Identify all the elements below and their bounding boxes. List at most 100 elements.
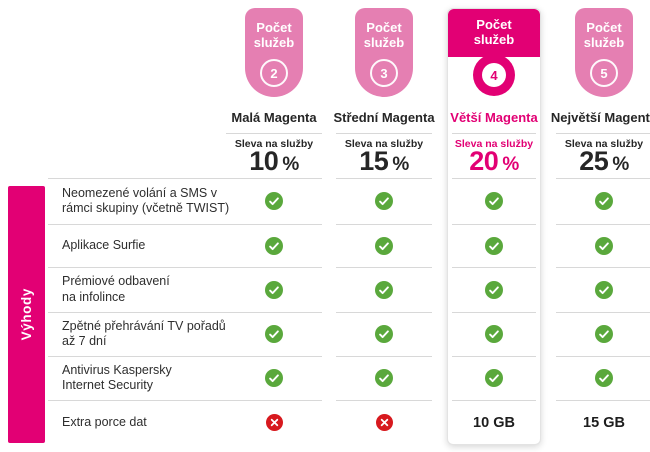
plan-badge	[448, 9, 540, 57]
plan-name: Střední Magenta	[333, 109, 435, 125]
plan-badge: Počet služeb 3	[355, 8, 413, 97]
services-count-circle: 3	[370, 59, 398, 87]
discount-label: Sleva na služby	[454, 137, 534, 150]
row-separator	[48, 267, 237, 268]
plan-column-1: Počet služeb 2 Malá Magenta Sleva na služby…	[219, 0, 329, 452]
benefit-label: Zpětné přehrávání TV pořadů až 7 dní	[62, 318, 226, 349]
benefit-cell	[549, 356, 650, 400]
check-icon	[595, 192, 613, 210]
discount-value: 10%	[219, 146, 329, 176]
benefit-cell	[219, 224, 329, 267]
check-icon	[485, 325, 503, 343]
benefit-cell	[439, 312, 549, 356]
check-icon	[265, 192, 283, 210]
benefit-cell	[329, 267, 439, 312]
check-icon	[485, 236, 503, 255]
benefit-cell	[219, 267, 329, 312]
row-separator	[336, 224, 432, 225]
discount-value-unit: %	[612, 154, 629, 175]
check-icon	[375, 325, 393, 343]
row-separator	[556, 267, 650, 268]
row-separator	[452, 224, 536, 225]
plan-column-3: Počet služeb 4 Větší Magenta Sleva na služb…	[439, 0, 549, 452]
benefit-label: Antivirus Kaspersky Internet Security	[62, 362, 172, 393]
row-separator	[336, 178, 432, 179]
benefits-sidebar-bar: Výhody	[8, 186, 45, 443]
discount-value-unit: %	[282, 154, 299, 175]
check-icon	[375, 280, 393, 299]
benefit-cell	[329, 312, 439, 356]
row-separator	[226, 356, 322, 357]
row-separator	[556, 356, 650, 357]
row-separator	[48, 224, 237, 225]
benefit-cell	[219, 312, 329, 356]
check-icon	[485, 369, 503, 387]
check-icon	[595, 236, 613, 255]
benefit-cell	[439, 178, 549, 224]
discount-value-number: 20	[469, 146, 499, 176]
row-separator	[336, 267, 432, 268]
discount-divider	[452, 133, 536, 134]
check-icon	[485, 280, 503, 299]
row-separator	[452, 400, 536, 401]
row-separator	[48, 312, 237, 313]
row-separator	[556, 178, 650, 179]
discount-label: Sleva na služby	[564, 137, 644, 150]
cross-icon	[265, 414, 283, 431]
benefit-cell	[549, 224, 650, 267]
benefit-cell	[329, 224, 439, 267]
benefit-cell	[219, 400, 329, 445]
plan-name: Větší Magenta	[450, 109, 538, 125]
row-separator	[226, 178, 322, 179]
benefit-label: Aplikace Surfie	[62, 237, 146, 252]
plan-badge-label: Počet služeb	[253, 20, 295, 50]
discount-value-number: 25	[579, 146, 609, 176]
row-separator	[48, 400, 237, 401]
plan-name: Největší Magenta	[550, 109, 650, 125]
benefit-cell	[549, 267, 650, 312]
benefit-cell	[329, 356, 439, 400]
check-icon	[265, 325, 283, 343]
row-separator	[556, 224, 650, 225]
row-separator	[226, 400, 322, 401]
check-icon	[265, 236, 283, 255]
benefit-cell	[439, 224, 549, 267]
discount-value: 25%	[549, 146, 650, 176]
plan-badge-label: Počet služeb	[363, 20, 405, 50]
plan-badge: Počet služeb 5	[575, 8, 633, 97]
row-separator	[556, 400, 650, 401]
discount-label: Sleva na služby	[344, 137, 424, 150]
check-icon	[485, 192, 503, 210]
discount-value-unit: %	[392, 154, 409, 175]
check-icon	[595, 325, 613, 343]
cross-icon	[375, 414, 393, 431]
data-allowance-value: 10 GB	[473, 414, 515, 431]
check-icon	[375, 236, 393, 255]
plan-badge: Počet služeb 2	[245, 8, 303, 97]
benefit-label: Extra porce dat	[62, 414, 147, 429]
benefit-label: Neomezené volání a SMS v rámci skupiny (…	[62, 185, 230, 216]
discount-value: 20%	[439, 146, 549, 176]
benefit-cell	[329, 178, 439, 224]
discount-value-unit: %	[502, 154, 519, 175]
benefit-cell: 10 GB	[439, 400, 549, 445]
row-separator	[226, 267, 322, 268]
check-icon	[265, 369, 283, 387]
plan-column-2: Počet služeb 3 Střední Magenta Sleva na slu…	[329, 0, 439, 452]
services-count-circle: 5	[590, 59, 618, 87]
benefit-label: Prémiové odbavení na infolince	[62, 274, 170, 304]
discount-value-number: 10	[249, 146, 279, 176]
check-icon	[375, 192, 393, 210]
row-separator	[226, 312, 322, 313]
discount-divider	[336, 133, 432, 134]
row-separator	[48, 356, 237, 357]
discount-divider	[556, 133, 650, 134]
benefit-cell: 15 GB	[549, 400, 650, 445]
benefit-cell	[439, 356, 549, 400]
benefit-cell	[329, 400, 439, 445]
row-separator	[556, 312, 650, 313]
row-separator	[452, 178, 536, 179]
discount-label: Sleva na služby	[234, 137, 314, 150]
row-separator	[336, 356, 432, 357]
